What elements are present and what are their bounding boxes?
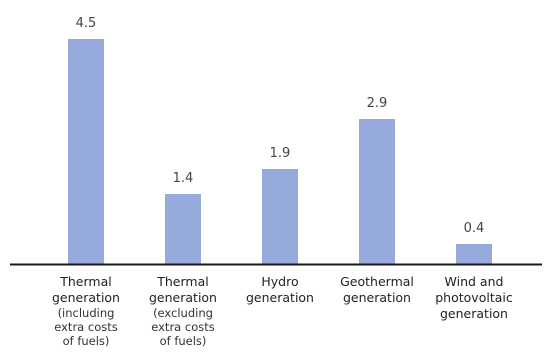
bar-1 <box>165 194 201 264</box>
category-label-2: Hydro generation <box>230 274 330 306</box>
category-label-3-line-1: generation <box>343 290 411 305</box>
data-label-3: 2.9 <box>367 96 388 111</box>
bar-3 <box>359 119 395 264</box>
category-label-4-line-2: generation <box>440 306 508 321</box>
category-note-1-line-2: of fuels) <box>159 334 207 348</box>
category-label-2-line-0: Hydro <box>261 274 299 289</box>
category-note-0-line-0: (including <box>57 306 115 320</box>
category-note-1-line-0: (excluding <box>153 306 213 320</box>
category-label-4-line-0: Wind and <box>444 274 504 289</box>
category-label-4: Wind and photovoltaic generation <box>424 274 524 322</box>
category-label-3-line-0: Geothermal <box>340 274 414 289</box>
category-label-4-line-1: photovoltaic <box>435 290 513 305</box>
category-label-2-line-1: generation <box>246 290 314 305</box>
bar-0 <box>68 39 104 264</box>
category-label-0-line-0: Thermal <box>60 274 112 289</box>
data-label-4: 0.4 <box>464 221 485 236</box>
category-note-0-line-2: of fuels) <box>62 334 110 348</box>
category-label-1: Thermal generation (excluding extra costs of… <box>133 274 233 348</box>
data-label-1: 1.4 <box>173 171 194 186</box>
category-note-0-line-1: extra costs <box>54 320 118 334</box>
data-label-0: 4.5 <box>76 16 97 31</box>
data-label-2: 1.9 <box>270 146 291 161</box>
category-note-1-line-1: extra costs <box>151 320 215 334</box>
bar-4 <box>456 244 492 264</box>
category-label-0: Thermal generation (including extra costs of… <box>36 274 136 348</box>
category-label-0-line-1: generation <box>52 290 120 305</box>
bar-2 <box>262 169 298 264</box>
category-label-1-line-0: Thermal <box>157 274 209 289</box>
category-label-1-line-1: generation <box>149 290 217 305</box>
category-label-3: Geothermal generation <box>327 274 427 306</box>
